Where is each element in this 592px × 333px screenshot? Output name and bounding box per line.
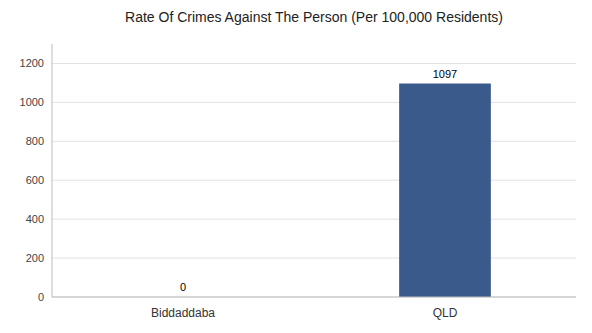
x-axis-line: [52, 297, 576, 298]
y-tick-label: 0: [38, 291, 44, 303]
grid-line: [52, 258, 576, 259]
grid-line: [52, 297, 576, 298]
y-tick-label: 1000: [20, 96, 44, 108]
data-label: 0: [180, 281, 186, 293]
x-tick-label: Biddaddaba: [151, 306, 215, 320]
y-tick-label: 400: [26, 213, 44, 225]
x-tick-label: QLD: [433, 306, 458, 320]
grid-line: [52, 141, 576, 142]
y-tick-label: 600: [26, 174, 44, 186]
y-tick-label: 800: [26, 135, 44, 147]
title: Rate Of Crimes Against The Person (Per 1…: [125, 9, 503, 25]
chart-svg: Rate Of Crimes Against The Person (Per 1…: [0, 0, 592, 333]
y-axis: 0 200 400 600 800 1000 1200: [20, 57, 576, 303]
y-tick-label: 200: [26, 252, 44, 264]
bar: [399, 84, 491, 297]
data-label: 1097: [433, 68, 457, 80]
y-tick-label: 1200: [20, 57, 44, 69]
grid-line: [52, 102, 576, 103]
grid-line: [52, 219, 576, 220]
bars: [399, 84, 491, 297]
y-axis-line: [52, 44, 53, 297]
grid-line: [52, 63, 576, 64]
chart-container: Rate Of Crimes Against The Person (Per 1…: [0, 0, 592, 333]
grid-line: [52, 180, 576, 181]
